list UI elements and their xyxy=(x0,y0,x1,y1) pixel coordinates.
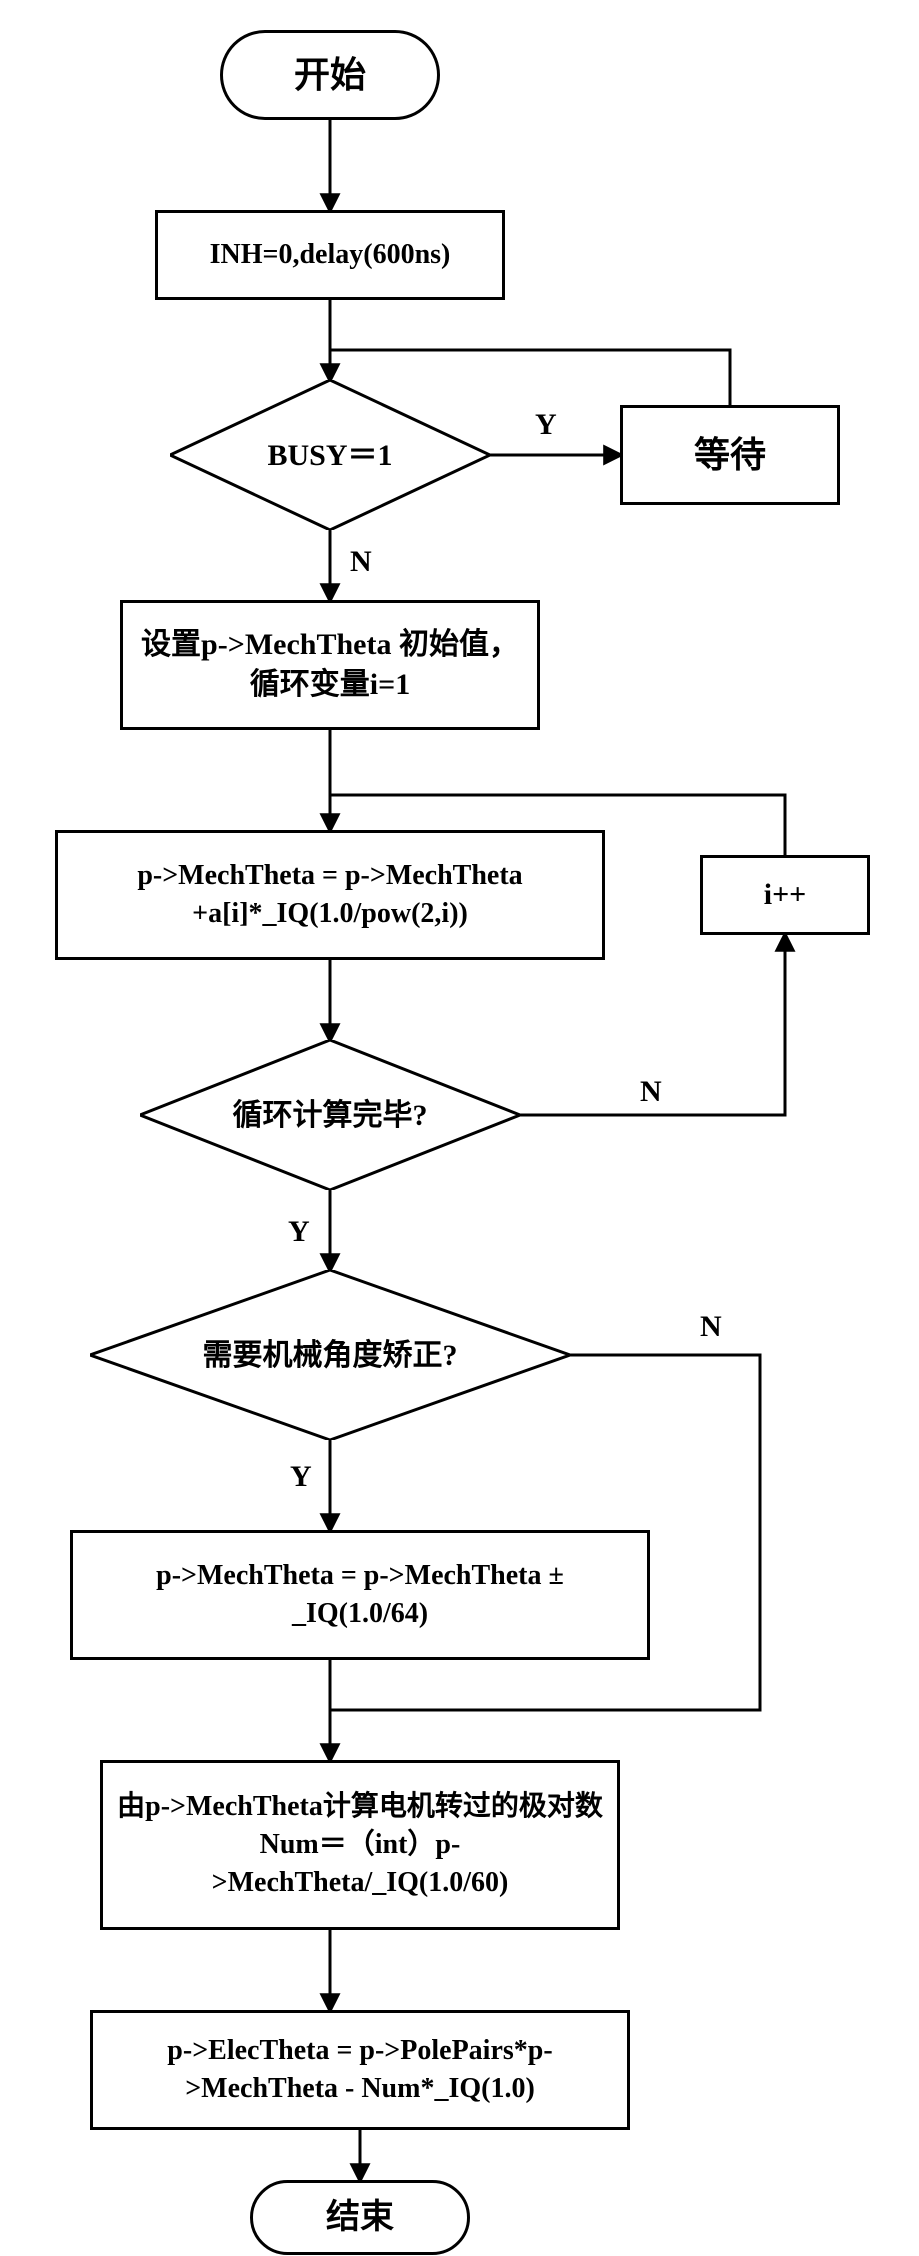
process-wait: 等待 xyxy=(620,405,840,505)
process-num: 由p->MechTheta计算电机转过的极对数Num＝（int）p->MechT… xyxy=(100,1760,620,1930)
process-inh: INH=0,delay(600ns) xyxy=(155,210,505,300)
edge-label-loopdone-inc: N xyxy=(640,1075,662,1109)
diamond-needcorr: 需要机械角度矫正? xyxy=(90,1270,570,1440)
edge-label-busy-init: N xyxy=(350,545,372,579)
terminal-end: 结束 xyxy=(250,2180,470,2255)
process-etheta: p->ElecTheta = p->PolePairs*p->MechTheta… xyxy=(90,2010,630,2130)
process-inc: i++ xyxy=(700,855,870,935)
edge-label-needcorr-num-side: N xyxy=(700,1310,722,1344)
terminal-start: 开始 xyxy=(220,30,440,120)
diamond-busy: BUSY＝1 xyxy=(170,380,490,530)
edge-label-needcorr-corr: Y xyxy=(290,1460,312,1494)
edge-label-busy-wait: Y xyxy=(535,408,557,442)
diamond-label-busy: BUSY＝1 xyxy=(170,380,490,530)
edge-label-loopdone-needcorr: Y xyxy=(288,1215,310,1249)
diamond-loopdone: 循环计算完毕? xyxy=(140,1040,520,1190)
diamond-label-loopdone: 循环计算完毕? xyxy=(140,1040,520,1190)
process-init: 设置p->MechTheta 初始值，循环变量i=1 xyxy=(120,600,540,730)
flowchart-canvas: 开始 INH=0,delay(600ns) BUSY＝1 等待设置p->MechThe… xyxy=(0,0,919,2256)
process-mtupd: p->MechTheta = p->MechTheta +a[i]*_IQ(1.… xyxy=(55,830,605,960)
process-corr: p->MechTheta = p->MechTheta ± _IQ(1.0/64… xyxy=(70,1530,650,1660)
diamond-label-needcorr: 需要机械角度矫正? xyxy=(90,1270,570,1440)
